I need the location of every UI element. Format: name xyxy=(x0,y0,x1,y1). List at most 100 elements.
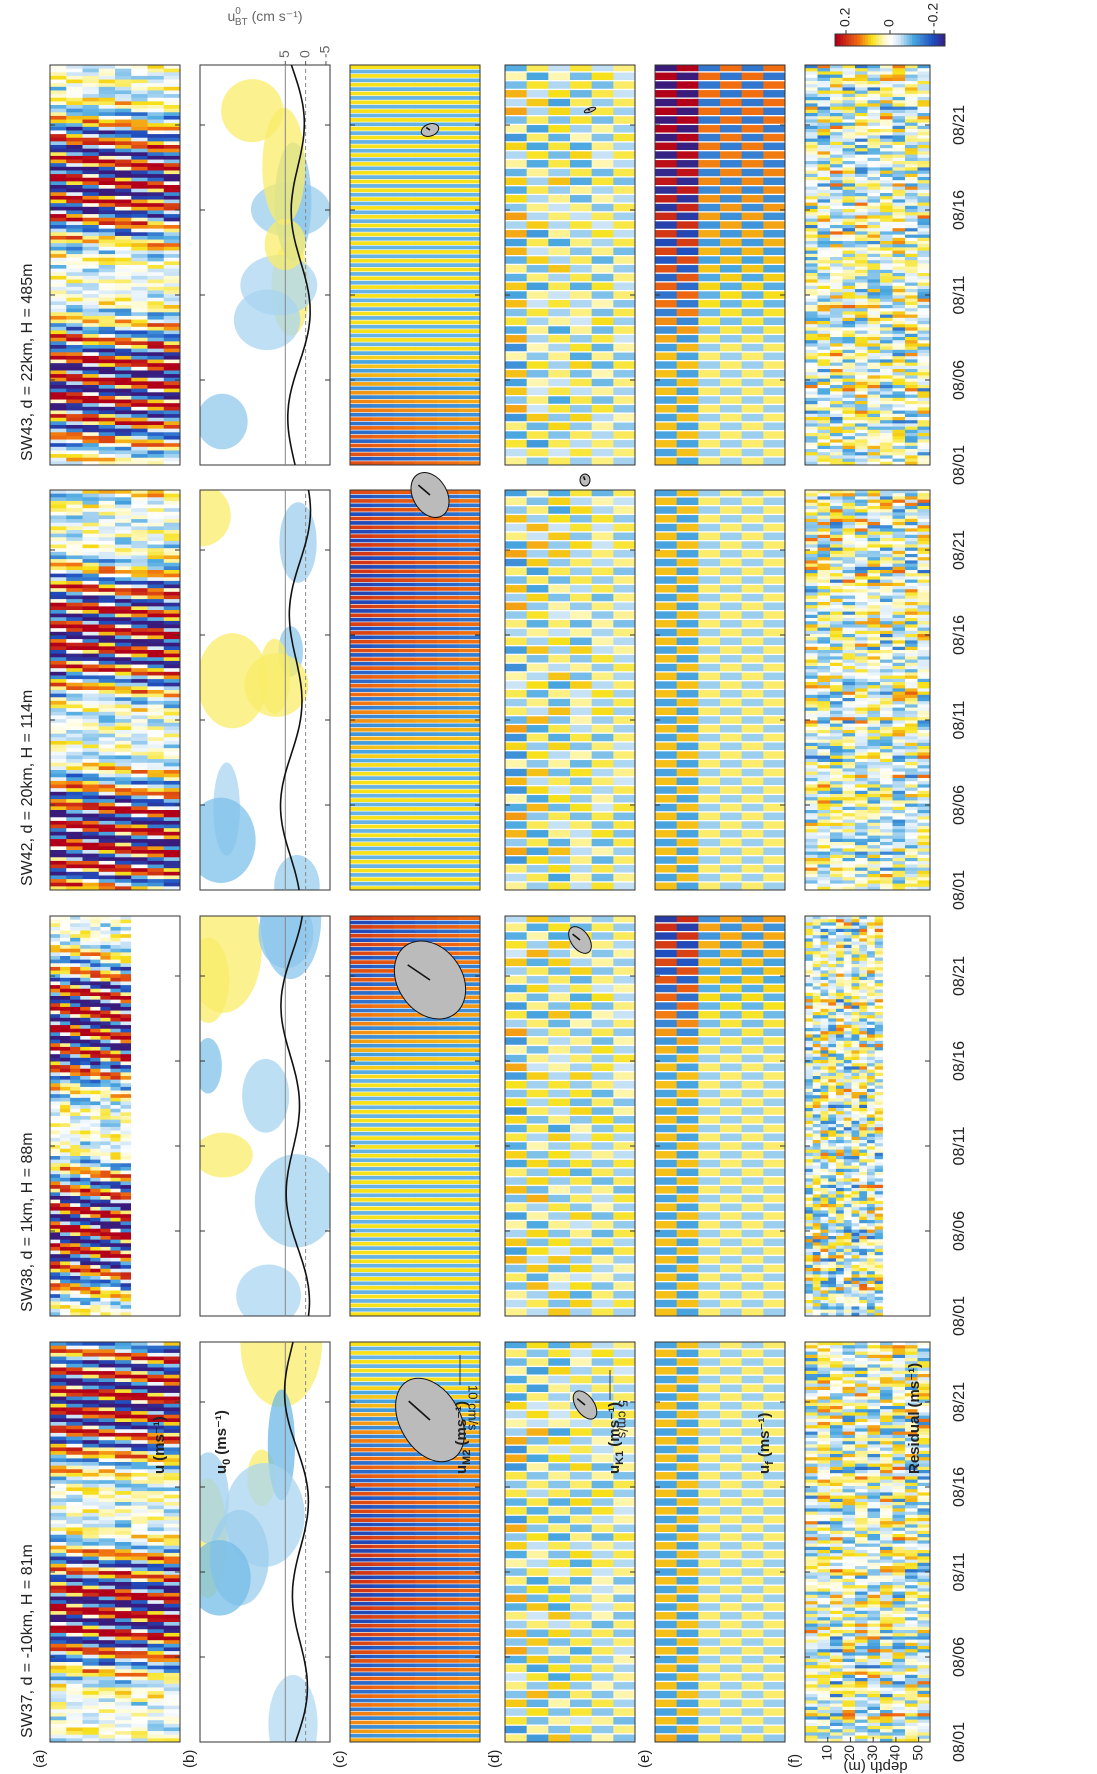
heat-cell xyxy=(80,1039,90,1043)
heat-cell xyxy=(148,1629,165,1633)
tide-stripe xyxy=(350,1189,372,1193)
heat-cell xyxy=(60,1203,70,1207)
tide-stripe xyxy=(415,1483,437,1487)
heat-cell xyxy=(100,1090,110,1094)
tide-stripe xyxy=(548,1735,570,1742)
heat-cell xyxy=(905,1527,918,1531)
heat-cell xyxy=(60,941,70,945)
heat-cell xyxy=(893,1518,906,1522)
heat-cell xyxy=(893,1502,906,1506)
heat-cell xyxy=(100,1152,110,1156)
tide-stripe xyxy=(570,1542,592,1549)
heat-cell xyxy=(80,1010,90,1014)
heat-cell xyxy=(830,1738,843,1742)
heat-cell xyxy=(99,1345,116,1349)
heat-cell xyxy=(110,1152,120,1156)
tide-stripe xyxy=(372,1189,394,1193)
heat-cell xyxy=(830,1422,843,1426)
tide-stripe xyxy=(763,1586,785,1593)
tide-stripe xyxy=(415,1110,437,1114)
heat-cell xyxy=(121,1076,131,1080)
tide-stripe xyxy=(527,1455,549,1462)
heat-cell xyxy=(868,1444,881,1448)
heat-cell xyxy=(855,1351,868,1355)
tide-stripe xyxy=(548,1446,570,1453)
tide-stripe xyxy=(372,1176,394,1180)
heat-cell xyxy=(66,1687,83,1691)
heat-cell xyxy=(100,1039,110,1043)
heat-cell xyxy=(148,1374,165,1378)
heat-cell xyxy=(868,1354,881,1358)
heat-cell xyxy=(918,1546,931,1550)
heat-cell xyxy=(805,1354,818,1358)
heat-cell xyxy=(818,1441,831,1445)
heat-cell xyxy=(99,1585,116,1589)
heat-cell xyxy=(868,1594,881,1598)
heat-cell xyxy=(99,1436,116,1440)
heat-cell xyxy=(818,1534,831,1538)
heat-cell xyxy=(83,1418,100,1422)
heat-cell xyxy=(99,1643,116,1647)
heat-cell xyxy=(805,1489,818,1493)
heat-cell xyxy=(830,1383,843,1387)
heat-cell xyxy=(50,1683,67,1687)
heat-cell xyxy=(868,1620,881,1624)
heat-cell xyxy=(66,1691,83,1695)
tide-stripe xyxy=(570,1282,592,1289)
tide-stripe xyxy=(570,1274,592,1281)
tide-stripe xyxy=(350,1013,372,1017)
heat-cell xyxy=(805,1550,818,1554)
heat-cell xyxy=(90,959,100,963)
heat-cell xyxy=(893,1345,906,1349)
heat-cell xyxy=(843,1585,856,1589)
tide-stripe xyxy=(372,1290,394,1294)
heat-cell xyxy=(121,1007,131,1011)
heat-cell xyxy=(880,1678,893,1682)
tide-stripe xyxy=(372,1399,394,1403)
heat-cell xyxy=(50,1305,60,1309)
heat-cell xyxy=(60,1090,70,1094)
heat-cell xyxy=(148,1516,165,1520)
tide-stripe xyxy=(458,1593,480,1597)
heat-cell xyxy=(805,1495,818,1499)
heat-cell xyxy=(164,1687,181,1691)
heat-cell xyxy=(893,1607,906,1611)
tide-stripe xyxy=(677,1542,699,1549)
tide-stripe xyxy=(720,1691,742,1698)
heat-cell xyxy=(70,1021,80,1025)
tide-stripe xyxy=(527,1230,549,1237)
heat-cell xyxy=(100,1167,110,1171)
tide-stripe xyxy=(372,1026,394,1030)
heat-cell xyxy=(90,1047,100,1051)
tide-stripe xyxy=(613,1125,635,1132)
tide-stripe xyxy=(742,1735,764,1742)
heat-cell xyxy=(893,1514,906,1518)
heat-cell xyxy=(893,1735,906,1739)
heat-cell xyxy=(818,1719,831,1723)
tide-stripe xyxy=(458,938,480,942)
tide-stripe xyxy=(458,1483,480,1487)
heat-cell xyxy=(90,1167,100,1171)
tide-stripe xyxy=(527,1385,549,1392)
heat-cell xyxy=(148,1618,165,1622)
tide-stripe xyxy=(655,1682,677,1689)
heat-cell xyxy=(131,1491,148,1495)
heat-cell xyxy=(880,1422,893,1426)
tide-stripe xyxy=(372,1729,394,1733)
heat-cell xyxy=(868,1482,881,1486)
tide-stripe xyxy=(698,1367,720,1374)
heat-cell xyxy=(805,1665,818,1669)
date-label: 08/11 xyxy=(951,1552,968,1591)
heat-cell xyxy=(868,1553,881,1557)
heat-cell xyxy=(115,1545,132,1549)
tide-stripe xyxy=(415,1022,437,1026)
heat-cell xyxy=(893,1364,906,1368)
heat-cell xyxy=(893,1543,906,1547)
heat-cell xyxy=(100,1225,110,1229)
heat-cell xyxy=(50,1047,60,1051)
tide-stripe xyxy=(437,1509,459,1513)
tide-stripe xyxy=(570,1507,592,1514)
heat-cell xyxy=(99,1447,116,1451)
heat-cell xyxy=(50,1403,67,1407)
tide-stripe xyxy=(372,1663,394,1667)
